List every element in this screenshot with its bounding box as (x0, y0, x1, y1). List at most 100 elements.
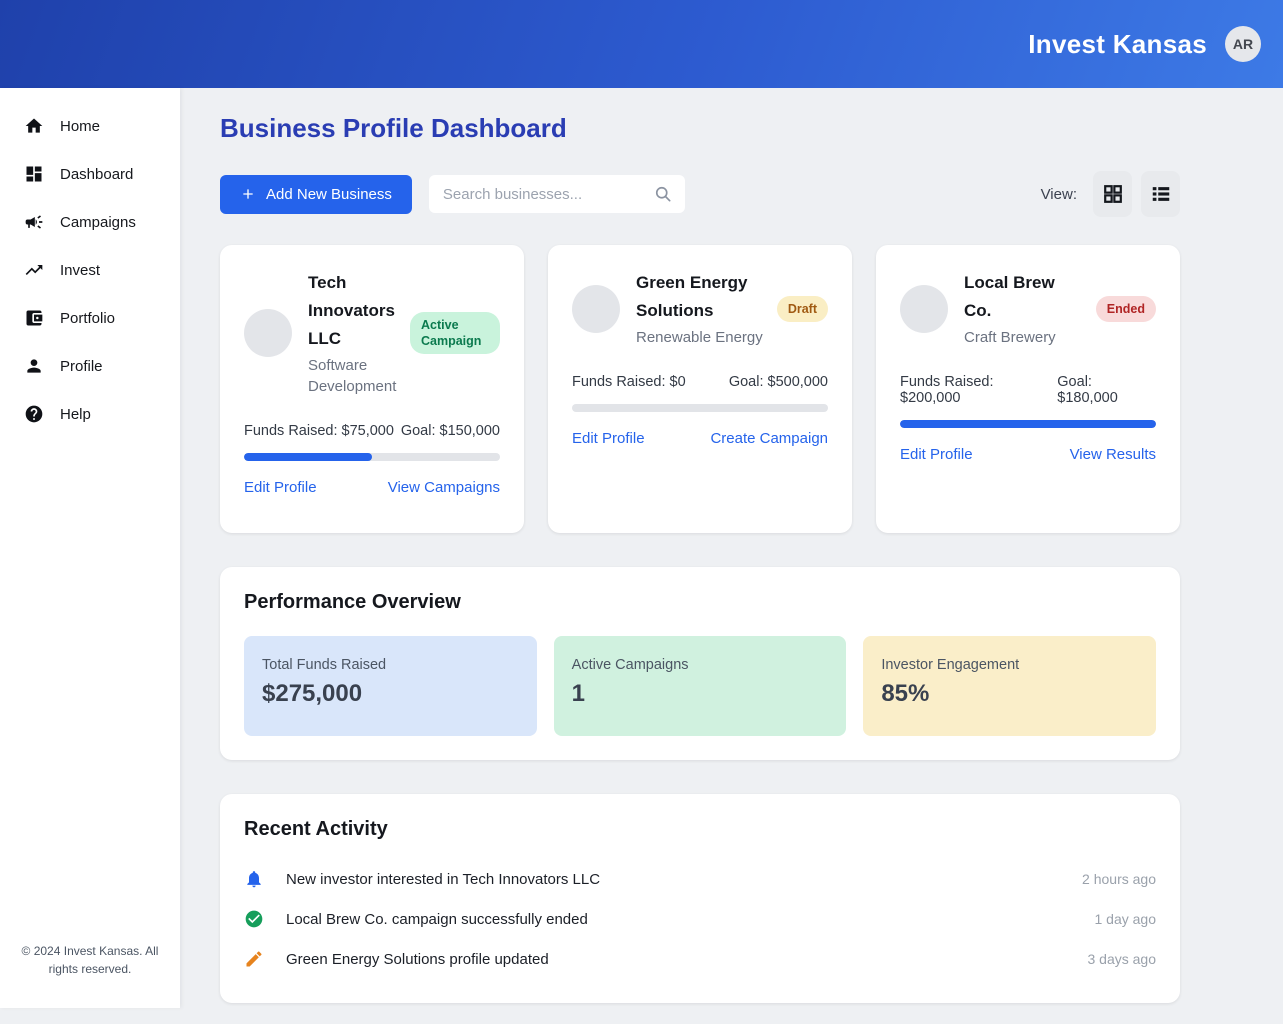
stat-investor-engagement: Investor Engagement 85% (863, 636, 1156, 736)
view-label: View: (1040, 185, 1077, 203)
progress-fill (900, 420, 1156, 428)
activity-text: New investor interested in Tech Innovato… (286, 870, 601, 888)
create-campaign-link[interactable]: Create Campaign (710, 430, 828, 447)
view-results-link[interactable]: View Results (1069, 446, 1156, 463)
business-name: Local Brew Co. (964, 273, 1055, 320)
plus-icon (243, 189, 253, 199)
view-campaigns-link[interactable]: View Campaigns (387, 479, 500, 496)
sidebar-item-label: Dashboard (60, 165, 134, 183)
business-avatar (900, 284, 948, 333)
stat-active-campaigns: Active Campaigns 1 (553, 636, 847, 736)
status-badge: Active Campaign (410, 312, 500, 354)
business-avatar (572, 284, 620, 333)
activity-text: Green Energy Solutions profile updated (286, 950, 549, 968)
funds-goal: Goal: $150,000 (400, 423, 500, 439)
grid-view-icon (1103, 185, 1122, 203)
recent-activity-title: Recent Activity (244, 818, 388, 840)
progress-bar (900, 420, 1156, 428)
activity-time: 3 days ago (1087, 951, 1157, 967)
activity-row: Green Energy Solutions profile updated 3… (244, 939, 1156, 979)
copyright-text: © 2024 Invest Kansas. All rights reserve… (21, 944, 159, 976)
card-links: Edit Profile View Campaigns (244, 479, 500, 496)
brand-title: Invest Kansas (1028, 28, 1207, 59)
card-links: Edit Profile View Results (900, 446, 1156, 463)
search-icon (655, 186, 671, 202)
funds-raised: Funds Raised: $200,000 (900, 374, 994, 406)
sidebar-item-dashboard[interactable]: Dashboard (0, 150, 180, 198)
funds-row: Funds Raised: $200,000 Goal: $180,000 (900, 374, 1156, 406)
edit-profile-link[interactable]: Edit Profile (572, 430, 645, 447)
sidebar-item-label: Help (60, 405, 91, 423)
activity-time: 2 hours ago (1082, 871, 1156, 887)
search-input[interactable] (428, 175, 685, 213)
stat-label: Total Funds Raised (262, 657, 387, 673)
activity-list: New investor interested in Tech Innovato… (244, 859, 1156, 979)
user-avatar[interactable]: AR (1225, 26, 1261, 62)
megaphone-icon (25, 215, 43, 229)
home-icon (25, 118, 43, 133)
sidebar-item-profile[interactable]: Profile (0, 342, 180, 390)
card-header: Tech Innovators LLC Software Development… (244, 269, 500, 397)
edit-profile-link[interactable]: Edit Profile (244, 479, 317, 496)
business-category: Renewable Energy (636, 329, 763, 346)
view-toggle-group: View: (1041, 171, 1180, 217)
add-new-business-label: Add New Business (266, 185, 392, 203)
trending-up-icon (25, 265, 43, 275)
funds-row: Funds Raised: $0 Goal: $500,000 (572, 374, 828, 390)
funds-raised: Funds Raised: $75,000 (244, 423, 394, 439)
activity-text: Local Brew Co. campaign successfully end… (286, 910, 588, 928)
sidebar-item-home[interactable]: Home (0, 102, 180, 150)
business-info: Tech Innovators LLC Software Development (308, 269, 400, 397)
business-category: Craft Brewery (964, 329, 1056, 346)
business-card-local-brew: Local Brew Co. Craft Brewery Ended Funds… (876, 245, 1180, 533)
business-info: Local Brew Co. Craft Brewery (964, 269, 1086, 348)
edit-profile-link[interactable]: Edit Profile (900, 446, 973, 463)
sidebar-item-label: Profile (60, 357, 103, 375)
business-card-green-energy: Green Energy Solutions Renewable Energy … (548, 245, 852, 533)
stat-label: Active Campaigns (571, 657, 689, 673)
pencil-icon (246, 951, 262, 967)
stat-value: 1 (571, 680, 586, 707)
toolbar: Add New Business View: (220, 171, 1180, 217)
activity-row: Local Brew Co. campaign successfully end… (244, 899, 1156, 939)
business-avatar (244, 309, 292, 357)
sidebar-item-label: Portfolio (60, 309, 116, 327)
progress-bar (244, 453, 500, 461)
wallet-icon (26, 310, 43, 326)
business-card-tech-innovators: Tech Innovators LLC Software Development… (220, 245, 524, 533)
business-info: Green Energy Solutions Renewable Energy (636, 269, 767, 348)
bell-icon (247, 871, 261, 888)
activity-time: 1 day ago (1094, 911, 1157, 927)
sidebar-item-campaigns[interactable]: Campaigns (0, 198, 180, 246)
help-icon (25, 405, 43, 423)
funds-goal: Goal: $180,000 (1057, 374, 1118, 406)
sidebar-item-label: Home (60, 117, 101, 135)
list-view-button[interactable] (1141, 171, 1180, 217)
funds-goal: Goal: $500,000 (728, 374, 828, 390)
app-header: Invest Kansas AR (0, 0, 1283, 88)
progress-bar (572, 404, 828, 412)
business-category: Software Development (308, 357, 397, 395)
grid-view-button[interactable] (1093, 171, 1132, 217)
sidebar-item-label: Campaigns (60, 213, 136, 231)
sidebar: Home Dashboard Campaigns Invest Portfoli… (0, 88, 180, 1008)
list-view-icon (1152, 187, 1169, 201)
sidebar-item-invest[interactable]: Invest (0, 246, 180, 294)
page-title: Business Profile Dashboard (220, 113, 567, 143)
sidebar-item-help[interactable]: Help (0, 390, 180, 438)
sidebar-item-portfolio[interactable]: Portfolio (0, 294, 180, 342)
stat-total-funds: Total Funds Raised $275,000 (244, 636, 537, 736)
main-content: Business Profile Dashboard Add New Busin… (180, 88, 1283, 1003)
add-new-business-button[interactable]: Add New Business (220, 174, 412, 214)
stats-grid: Total Funds Raised $275,000 Active Campa… (244, 636, 1156, 736)
funds-row: Funds Raised: $75,000 Goal: $150,000 (244, 423, 500, 439)
status-badge: Draft (776, 295, 828, 322)
business-name: Tech Innovators LLC (308, 273, 395, 348)
stat-label: Investor Engagement (881, 657, 1020, 673)
card-header: Green Energy Solutions Renewable Energy … (572, 269, 828, 348)
card-links: Edit Profile Create Campaign (572, 430, 828, 447)
recent-activity-panel: Recent Activity New investor interested … (220, 794, 1180, 1003)
check-circle-icon (245, 910, 263, 928)
business-name: Green Energy Solutions (636, 273, 748, 320)
business-card-grid: Tech Innovators LLC Software Development… (220, 245, 1180, 533)
